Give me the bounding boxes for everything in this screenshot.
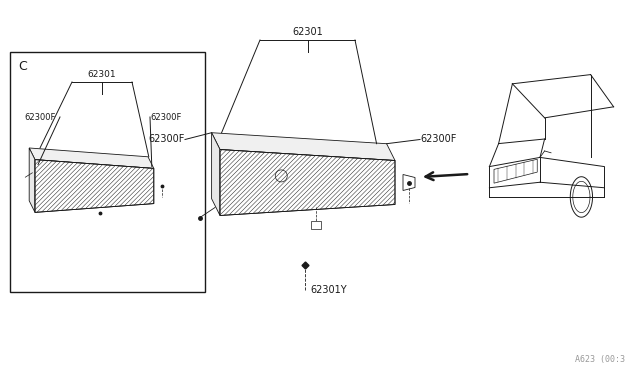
Polygon shape	[212, 133, 220, 215]
Text: 62300F: 62300F	[24, 112, 56, 122]
Text: 62301Y: 62301Y	[310, 285, 347, 295]
Text: 62300F: 62300F	[148, 135, 185, 144]
Polygon shape	[212, 133, 395, 160]
Polygon shape	[29, 148, 35, 212]
Bar	[10, 52, 205, 292]
Polygon shape	[35, 160, 154, 212]
Text: 62301: 62301	[88, 70, 116, 79]
Text: C: C	[18, 60, 27, 73]
Text: 62301: 62301	[292, 27, 323, 37]
Polygon shape	[494, 159, 537, 183]
Polygon shape	[220, 150, 395, 215]
Polygon shape	[403, 174, 415, 190]
Text: 62300F: 62300F	[420, 135, 456, 144]
Polygon shape	[29, 148, 154, 169]
Text: A623 (00:3: A623 (00:3	[575, 355, 625, 364]
Polygon shape	[311, 221, 321, 228]
Text: 62300F: 62300F	[150, 112, 181, 122]
